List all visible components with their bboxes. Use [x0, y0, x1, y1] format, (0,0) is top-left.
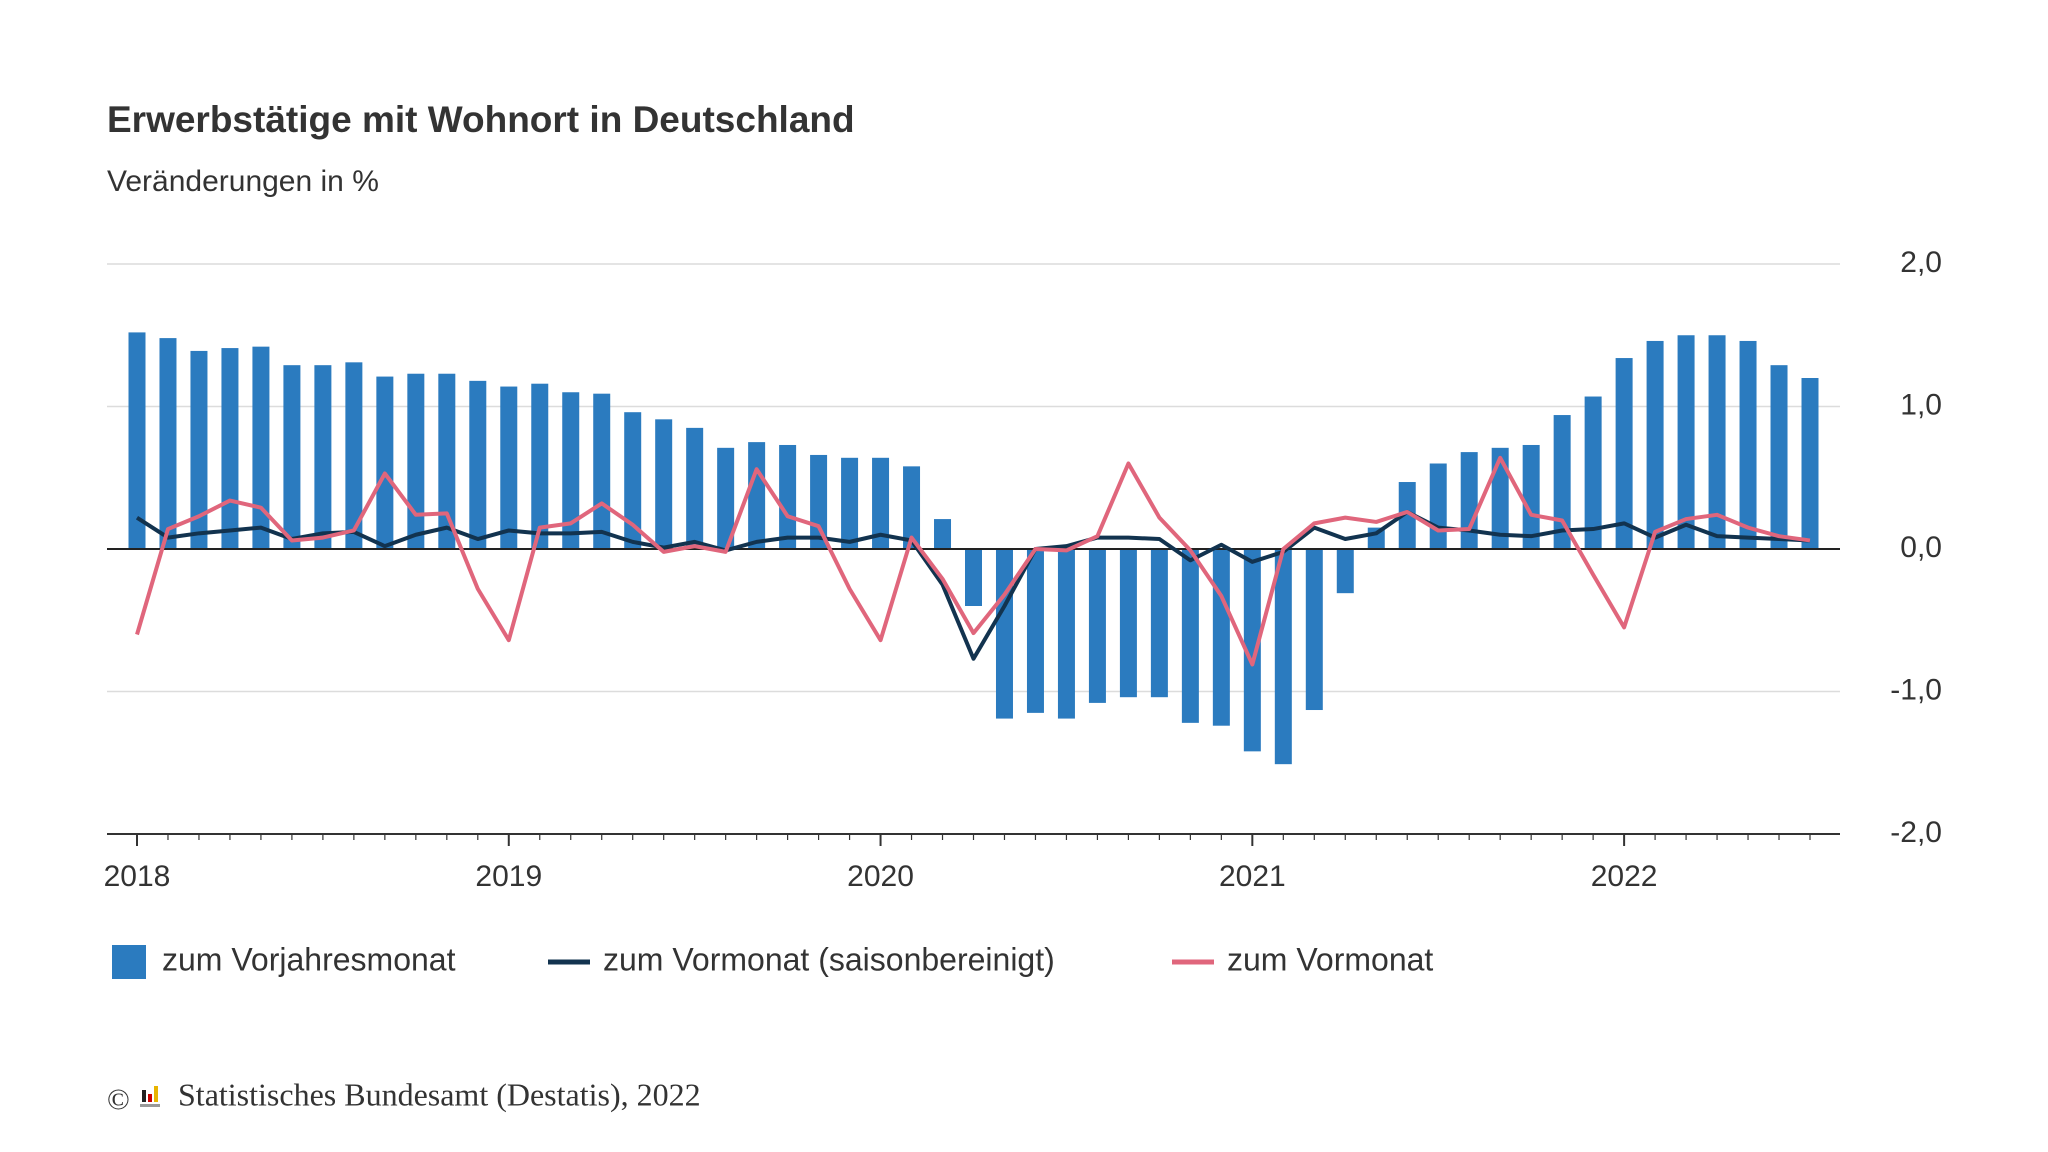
bar — [593, 393, 611, 549]
bar — [1243, 549, 1261, 752]
bar — [1522, 444, 1540, 549]
logo — [140, 1086, 160, 1107]
bar — [221, 348, 239, 549]
bar — [531, 383, 549, 549]
bar — [1398, 482, 1416, 549]
x-tick-label: 2021 — [1219, 860, 1286, 893]
bar — [438, 373, 456, 549]
bar — [686, 427, 704, 549]
bar — [1088, 549, 1106, 703]
bar — [1491, 447, 1509, 549]
legend-label: zum Vormonat (saisonbereinigt) — [603, 941, 1055, 977]
chart-subtitle: Veränderungen in % — [107, 165, 379, 198]
bar — [779, 444, 797, 549]
bar — [1708, 335, 1726, 549]
bar — [252, 346, 270, 549]
bar — [934, 519, 952, 549]
line — [135, 509, 1811, 661]
legend-swatch — [112, 945, 146, 979]
bar — [1274, 549, 1292, 765]
x-tick-label: 2018 — [104, 860, 171, 893]
bar — [1181, 549, 1199, 723]
bar — [624, 412, 642, 549]
bar — [717, 447, 735, 549]
bar — [562, 392, 580, 549]
bar — [283, 365, 301, 549]
bar — [841, 457, 859, 549]
bar — [376, 376, 394, 549]
bar — [872, 457, 890, 549]
source: Statistisches Bundesamt (Destatis), 2022 — [178, 1076, 701, 1112]
bar — [1150, 549, 1168, 698]
y-tick-label: 1,0 — [1900, 388, 1942, 421]
bar — [1739, 340, 1757, 549]
bar — [128, 332, 146, 549]
bar — [500, 386, 518, 549]
y-tick-label: 2,0 — [1900, 246, 1942, 279]
bar — [965, 549, 982, 606]
bar — [1305, 549, 1323, 711]
y-tick-label: -1,0 — [1890, 673, 1942, 706]
bar — [1584, 396, 1602, 549]
x-tick-label: 2020 — [847, 860, 914, 893]
bar — [1336, 549, 1354, 594]
copyright: © — [107, 1083, 130, 1116]
x-tick-label: 2022 — [1591, 860, 1658, 893]
bar — [1460, 452, 1478, 549]
bar — [748, 442, 766, 549]
bar — [1119, 549, 1137, 698]
bar — [995, 549, 1013, 719]
legend-label: zum Vormonat — [1227, 941, 1433, 977]
bar — [190, 350, 208, 549]
bar — [1429, 463, 1447, 549]
chart-title: Erwerbstätige mit Wohnort in Deutschland — [107, 99, 855, 140]
bar — [1770, 365, 1788, 549]
y-tick-label: 0,0 — [1900, 531, 1942, 564]
bar — [903, 466, 921, 549]
bar — [345, 362, 363, 549]
y-tick-label: -2,0 — [1890, 816, 1942, 849]
bar — [314, 365, 332, 549]
bar — [469, 380, 487, 549]
bar — [1212, 549, 1230, 726]
bar — [1615, 358, 1633, 549]
bar — [1057, 549, 1075, 719]
bar — [159, 338, 177, 549]
bar — [1677, 335, 1695, 549]
legend-label: zum Vorjahresmonat — [162, 941, 456, 977]
bar — [1801, 378, 1819, 549]
bar — [1553, 415, 1571, 549]
line — [135, 455, 1811, 667]
x-tick-label: 2019 — [475, 860, 542, 893]
bar — [655, 419, 673, 549]
bar — [407, 373, 425, 549]
bar — [1026, 549, 1044, 713]
bar — [1646, 340, 1664, 549]
